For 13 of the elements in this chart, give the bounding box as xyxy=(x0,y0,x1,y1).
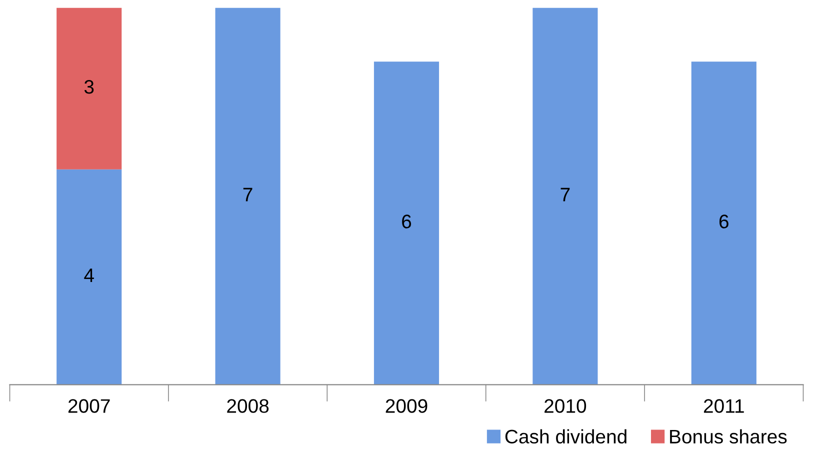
x-tick-label: 2007 xyxy=(68,399,110,413)
data-label: 4 xyxy=(84,268,94,282)
x-tick-label: 2010 xyxy=(544,399,586,413)
x-tick-label: 2011 xyxy=(704,399,744,413)
data-label: 7 xyxy=(243,188,252,202)
legend-label: Bonus shares xyxy=(670,429,787,444)
data-label: 6 xyxy=(402,214,412,228)
data-label: 3 xyxy=(84,80,94,94)
x-tick-label: 2008 xyxy=(227,399,269,413)
x-tick-label: 2009 xyxy=(386,399,428,413)
legend-label: Cash dividend xyxy=(505,429,626,444)
data-label: 6 xyxy=(719,214,728,228)
data-label: 7 xyxy=(560,188,570,202)
